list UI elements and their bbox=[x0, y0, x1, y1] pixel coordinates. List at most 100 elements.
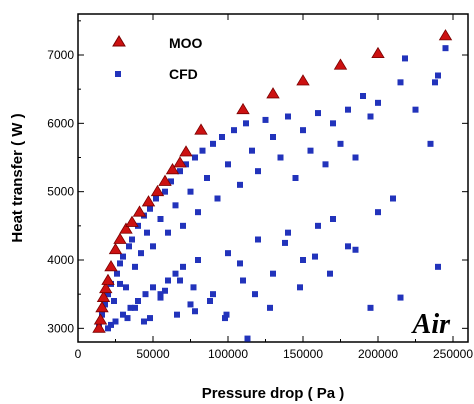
x-tick-label: 50000 bbox=[136, 347, 170, 361]
cfd-point bbox=[108, 321, 114, 328]
cfd-point bbox=[199, 147, 206, 154]
cfd-point bbox=[397, 294, 404, 301]
cfd-point bbox=[360, 93, 366, 99]
moo-point bbox=[150, 184, 165, 197]
legend-moo-marker bbox=[112, 35, 126, 47]
cfd-point bbox=[435, 263, 441, 270]
moo-point bbox=[96, 290, 111, 302]
cfd-point bbox=[168, 178, 174, 185]
cfd-point bbox=[300, 127, 306, 134]
moo-point bbox=[194, 123, 208, 135]
cfd-point bbox=[285, 113, 291, 120]
cfd-point bbox=[120, 253, 126, 260]
cfd-point bbox=[267, 304, 273, 311]
moo-point bbox=[108, 242, 123, 255]
cfd-point bbox=[147, 315, 153, 322]
cfd-point bbox=[442, 45, 449, 52]
cfd-point bbox=[180, 263, 186, 270]
cfd-point bbox=[225, 161, 231, 168]
y-tick-label: 3000 bbox=[47, 321, 74, 335]
cfd-point bbox=[270, 134, 276, 140]
cfd-point bbox=[375, 99, 381, 106]
y-tick-label: 7000 bbox=[47, 48, 74, 62]
x-tick-label: 200000 bbox=[358, 347, 398, 361]
y-tick-label: 5000 bbox=[47, 185, 74, 199]
cfd-point bbox=[132, 304, 138, 311]
cfd-point bbox=[375, 209, 381, 216]
moo-point bbox=[266, 87, 280, 99]
cfd-point bbox=[255, 236, 261, 243]
cfd-point bbox=[237, 181, 243, 188]
cfd-point bbox=[352, 154, 359, 161]
moo-point bbox=[158, 174, 172, 186]
cfd-point bbox=[243, 120, 249, 127]
cfd-point bbox=[214, 195, 221, 202]
legend: MOO CFD bbox=[112, 35, 203, 82]
moo-point bbox=[125, 215, 139, 227]
cfd-point bbox=[150, 284, 156, 291]
cfd-point bbox=[345, 106, 351, 113]
cfd-point bbox=[165, 277, 171, 284]
cfd-point bbox=[292, 175, 299, 181]
plot-frame bbox=[77, 13, 469, 343]
moo-series-layer bbox=[92, 29, 453, 333]
moo-point bbox=[95, 301, 109, 313]
moo-point bbox=[119, 222, 133, 234]
moo-point bbox=[179, 145, 193, 157]
cfd-point bbox=[102, 301, 108, 308]
cfd-point bbox=[285, 229, 291, 236]
y-axis-title: Heat transfer ( W ) bbox=[9, 113, 26, 242]
moo-point bbox=[141, 195, 156, 207]
cfd-point bbox=[210, 291, 216, 298]
cfd-point bbox=[300, 257, 306, 263]
cfd-point bbox=[312, 253, 318, 260]
cfd-point bbox=[157, 216, 164, 222]
cfd-point bbox=[120, 311, 126, 318]
cfd-point bbox=[111, 298, 117, 304]
moo-point bbox=[333, 58, 348, 70]
y-tick-label: 6000 bbox=[47, 116, 74, 130]
cfd-point bbox=[315, 110, 321, 117]
cfd-point bbox=[157, 294, 164, 301]
cfd-point bbox=[219, 134, 225, 140]
cfd-point bbox=[165, 229, 171, 236]
cfd-point bbox=[127, 304, 134, 311]
cfd-point bbox=[180, 222, 186, 229]
cfd-point bbox=[397, 79, 404, 86]
x-tick-label: 250000 bbox=[433, 347, 473, 361]
legend-cfd-marker bbox=[115, 71, 121, 77]
cfd-point bbox=[162, 287, 168, 294]
cfd-point bbox=[177, 168, 183, 175]
cfd-point bbox=[252, 291, 258, 298]
cfd-point bbox=[183, 161, 189, 168]
cfd-point bbox=[222, 315, 228, 322]
cfd-point bbox=[112, 318, 119, 325]
cfd-point bbox=[207, 298, 213, 304]
cfd-point bbox=[327, 270, 333, 277]
cfd-point bbox=[249, 147, 255, 154]
cfd-point bbox=[138, 250, 144, 257]
cfd-point bbox=[141, 318, 147, 325]
moo-point bbox=[113, 232, 127, 244]
cfd-point bbox=[157, 291, 164, 298]
cfd-point bbox=[315, 222, 321, 229]
cfd-point bbox=[99, 311, 105, 318]
cfd-point bbox=[277, 154, 284, 161]
cfd-point bbox=[412, 106, 419, 113]
x-tick-label: 100000 bbox=[208, 347, 248, 361]
cfd-point bbox=[123, 284, 129, 291]
cfd-point bbox=[187, 301, 194, 308]
cfd-point bbox=[237, 260, 243, 267]
cfd-point bbox=[195, 209, 201, 216]
cfd-point bbox=[105, 291, 111, 298]
cfd-point bbox=[172, 202, 179, 209]
x-axis-title: Pressure drop ( Pa ) bbox=[202, 385, 345, 402]
cfd-point bbox=[307, 147, 314, 154]
cfd-point bbox=[282, 239, 288, 246]
moo-point bbox=[92, 321, 106, 333]
cfd-point bbox=[337, 140, 344, 147]
cfd-point bbox=[345, 243, 351, 250]
cfd-point bbox=[322, 161, 329, 168]
moo-point bbox=[132, 205, 147, 217]
